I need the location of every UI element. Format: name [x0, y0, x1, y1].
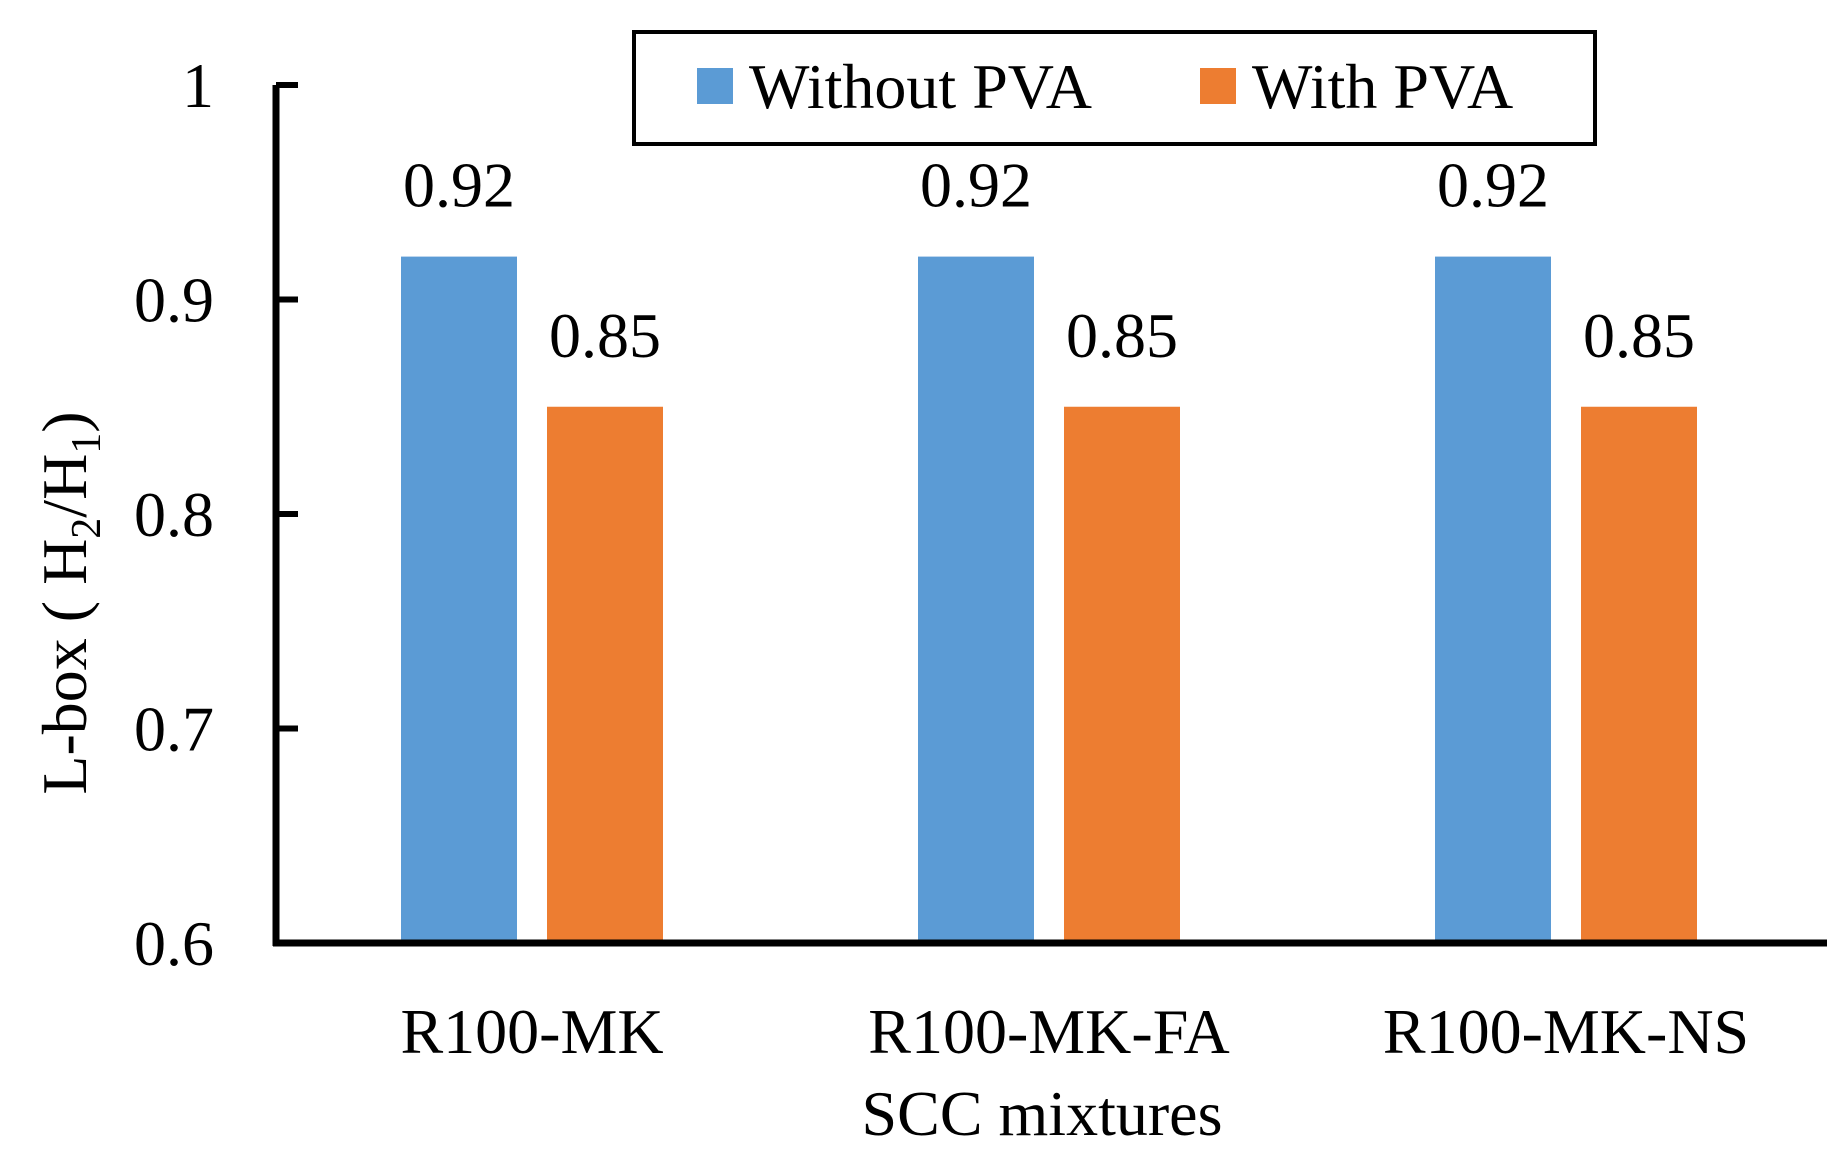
bar-with-pva-r100-mk	[547, 406, 663, 943]
bars-group	[401, 256, 1697, 944]
data-label: 0.85	[549, 300, 661, 371]
data-label: 0.92	[403, 150, 515, 221]
y-tick-label: 1	[182, 50, 214, 121]
bar-without-pva-r100-mk-ns	[1435, 256, 1551, 944]
legend-swatch-without-pva	[697, 68, 733, 104]
data-label: 0.85	[1583, 300, 1695, 371]
x-category-label: R100-MK-NS	[1383, 996, 1749, 1067]
y-ticks-group: 0.6 0.7 0.8 0.9 1	[134, 50, 298, 979]
legend: Without PVA With PVA	[632, 30, 1597, 146]
data-label: 0.92	[920, 150, 1032, 221]
legend-label: With PVA	[1252, 51, 1513, 122]
y-axis-title: L-box ( H2/H1)	[29, 411, 110, 794]
y-axis-title-prefix: L-box ( H	[29, 539, 100, 795]
x-category-label: R100-MK-FA	[868, 996, 1230, 1067]
y-axis-title-mid: /H	[29, 454, 100, 518]
legend-label: Without PVA	[749, 51, 1092, 122]
data-label: 0.92	[1437, 150, 1549, 221]
legend-swatch-with-pva	[1200, 68, 1236, 104]
y-axis-title-suffix: )	[29, 411, 100, 432]
x-category-labels: R100-MK R100-MK-FA R100-MK-NS	[400, 996, 1749, 1067]
data-label: 0.85	[1066, 300, 1178, 371]
bar-with-pva-r100-mk-fa	[1064, 406, 1180, 943]
y-axis-title-sub2: 1	[64, 433, 110, 454]
x-category-label: R100-MK	[400, 996, 663, 1067]
y-axis-title-sub1: 2	[64, 518, 110, 539]
bar-without-pva-r100-mk-fa	[918, 256, 1034, 944]
data-labels-group: 0.92 0.85 0.92 0.85 0.92 0.85	[403, 150, 1695, 371]
bar-without-pva-r100-mk	[401, 256, 517, 944]
y-tick-label: 0.6	[134, 908, 214, 979]
x-axis-title: SCC mixtures	[862, 1078, 1223, 1149]
legend-box	[632, 30, 1597, 146]
y-tick-label: 0.7	[134, 694, 214, 765]
bar-with-pva-r100-mk-ns	[1581, 406, 1697, 943]
y-tick-label: 0.8	[134, 479, 214, 550]
y-tick-label: 0.9	[134, 265, 214, 336]
